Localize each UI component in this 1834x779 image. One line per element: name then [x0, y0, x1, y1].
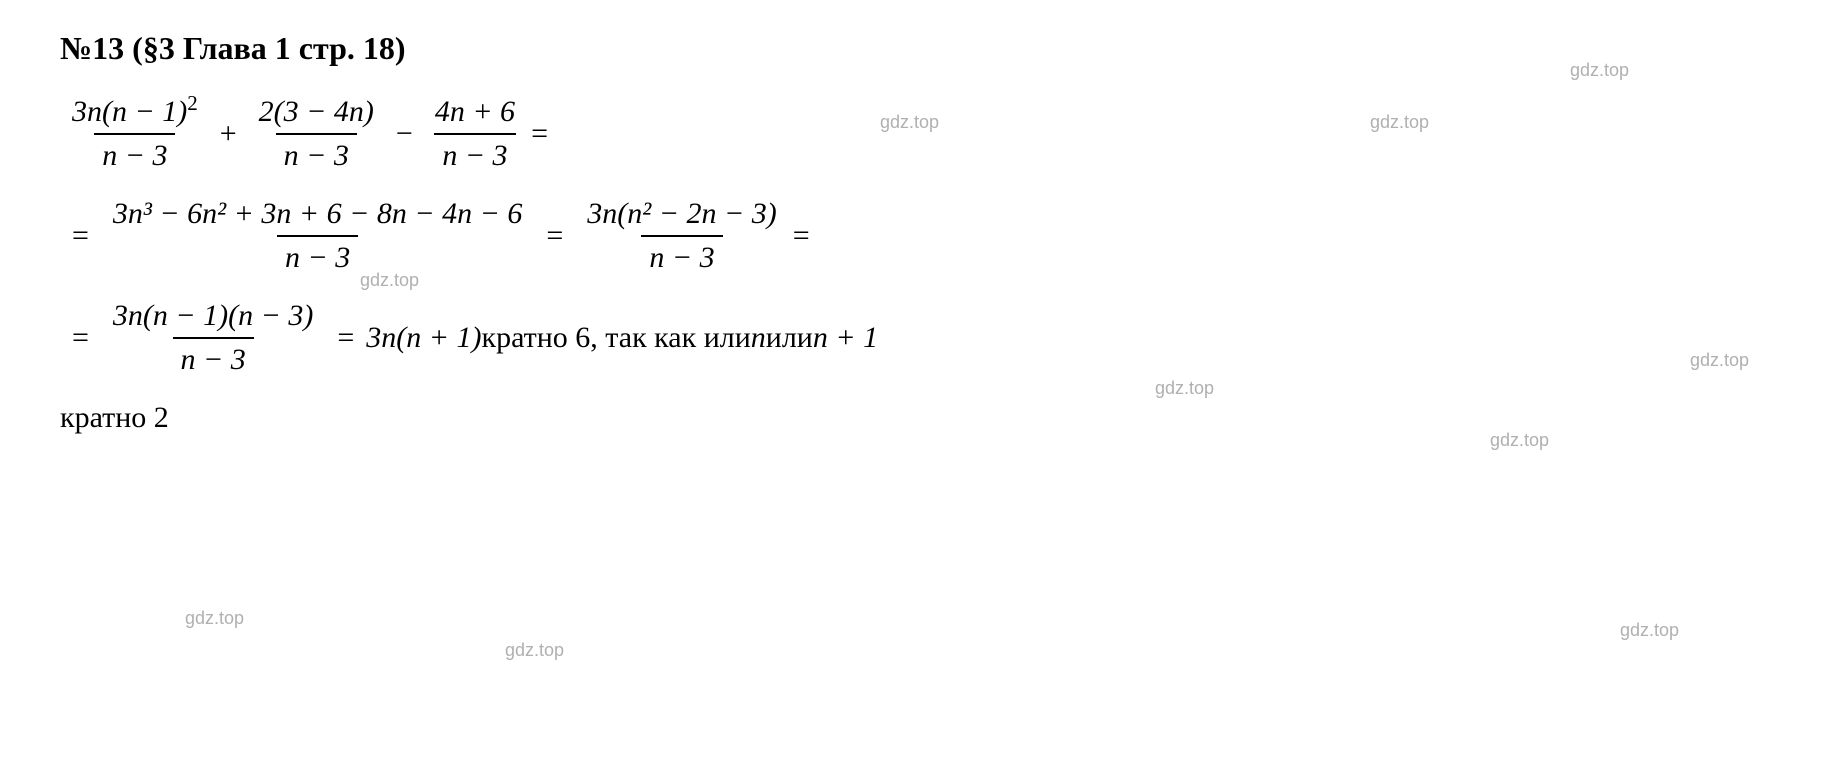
conclusion-text: кратно 2: [60, 401, 169, 435]
numerator: 3n³ − 6n² + 3n + 6 − 8n − 4n − 6: [105, 197, 530, 235]
fraction-1: 3n(n − 1)2 n − 3: [64, 95, 206, 173]
variable-n: n: [751, 321, 766, 355]
result-expression: 3n(n + 1): [366, 321, 481, 355]
variable-n-plus-1: n + 1: [813, 321, 878, 355]
equation-line-3: = 3n(n − 1)(n − 3) n − 3 = 3n(n + 1) кра…: [60, 299, 1774, 377]
equation-line-2: = 3n³ − 6n² + 3n + 6 − 8n − 4n − 6 n − 3…: [60, 197, 1774, 275]
equation-line-1: 3n(n − 1)2 n − 3 + 2(3 − 4n) n − 3 − 4n …: [60, 95, 1774, 173]
equation-line-4: кратно 2: [60, 401, 1774, 435]
fraction-factored: 3n(n² − 2n − 3) n − 3: [579, 197, 784, 275]
num-text: 3n(n − 1): [72, 95, 187, 128]
explanation-text-1: кратно 6, так как или: [482, 321, 751, 355]
fraction-expanded: 3n³ − 6n² + 3n + 6 − 8n − 4n − 6 n − 3: [105, 197, 530, 275]
watermark-text: gdz.top: [505, 640, 564, 661]
denominator: n − 3: [276, 133, 357, 173]
numerator: 3n(n² − 2n − 3): [579, 197, 784, 235]
equals: =: [546, 219, 563, 253]
watermark-text: gdz.top: [185, 608, 244, 629]
numerator: 3n(n − 1)2: [64, 95, 206, 133]
denominator: n − 3: [94, 133, 175, 173]
denominator: n − 3: [434, 133, 515, 173]
denominator: n − 3: [641, 235, 722, 275]
watermark-text: gdz.top: [1155, 378, 1214, 399]
denominator: n − 3: [173, 337, 254, 377]
denominator: n − 3: [277, 235, 358, 275]
equals-tail: =: [531, 117, 548, 151]
numerator: 3n(n − 1)(n − 3): [105, 299, 321, 337]
numerator: 4n + 6: [427, 95, 523, 133]
page-container: №13 (§3 Глава 1 стр. 18) 3n(n − 1)2 n − …: [60, 30, 1774, 435]
equals-lead: =: [72, 219, 89, 253]
fraction-final: 3n(n − 1)(n − 3) n − 3: [105, 299, 321, 377]
superscript: 2: [187, 91, 198, 115]
equals-lead: =: [72, 321, 89, 355]
numerator: 2(3 − 4n): [251, 95, 382, 133]
problem-title: №13 (§3 Глава 1 стр. 18): [60, 30, 1774, 67]
equals-tail: =: [793, 219, 810, 253]
fraction-3: 4n + 6 n − 3: [427, 95, 523, 173]
watermark-text: gdz.top: [1620, 620, 1679, 641]
operator-plus: +: [220, 117, 237, 151]
explanation-text-2: или: [766, 321, 813, 355]
fraction-2: 2(3 − 4n) n − 3: [251, 95, 382, 173]
equals: =: [337, 321, 354, 355]
operator-minus: −: [396, 117, 413, 151]
